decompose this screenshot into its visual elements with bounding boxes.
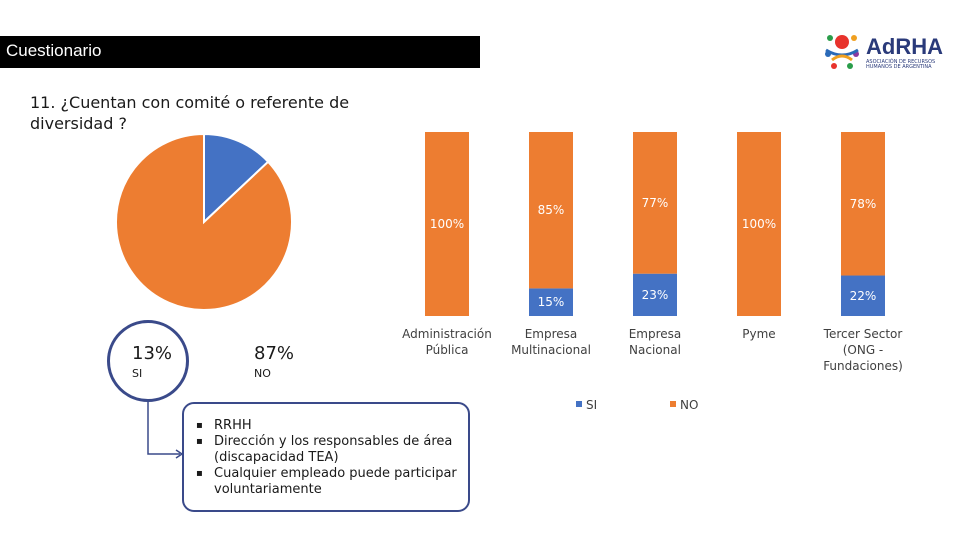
bar-no	[529, 132, 573, 289]
pie-no-percent: 87%	[254, 343, 295, 364]
logo-name: AdRHA	[866, 34, 943, 59]
bar-data-label: 85%	[538, 203, 565, 217]
bar-no	[737, 132, 781, 316]
logo-subtitle: ASOCIACIÓN DE RECURSOS HUMANOS DE ARGENT…	[866, 59, 936, 70]
legend-label-si: SI	[586, 398, 597, 412]
legend-swatch-no	[670, 401, 676, 407]
pie-si-label: SI	[132, 367, 143, 380]
bar-data-label: 77%	[642, 196, 669, 210]
bar-si	[841, 275, 885, 316]
legend-label-no: NO	[680, 398, 698, 412]
adrha-logo: AdRHA ASOCIACIÓN DE RECURSOS HUMANOS DE …	[822, 30, 960, 74]
page-title: Cuestionario	[6, 41, 102, 60]
pie-slice-si	[203, 132, 270, 225]
diversity-referent-callout: RRHH Dirección y los responsables de áre…	[182, 402, 470, 512]
bar-no	[425, 132, 469, 316]
title-bar: Cuestionario	[0, 36, 480, 68]
pie-si-percent: 13%	[132, 343, 173, 364]
category-tick-label: Empresa	[629, 327, 682, 341]
bar-si	[529, 288, 573, 316]
category-tick-label: Multinacional	[511, 343, 591, 357]
bar-no	[633, 132, 677, 274]
question-text: 11. ¿Cuentan con comité o referente de d…	[30, 93, 350, 133]
bar-data-label: 22%	[850, 289, 877, 303]
bar-data-label: 15%	[538, 295, 565, 309]
pie-chart-svg	[115, 132, 293, 311]
bar-data-label: 78%	[850, 197, 877, 211]
category-tick-label: Fundaciones)	[823, 359, 903, 373]
category-tick-label: Empresa	[525, 327, 578, 341]
bar-data-label: 100%	[742, 217, 776, 231]
pie-chart	[112, 130, 296, 318]
pie-slice-no	[115, 132, 293, 311]
bar-si	[633, 273, 677, 316]
category-tick-label: Pyme	[742, 327, 775, 341]
category-tick-label: Administración	[402, 327, 492, 341]
callout-connector-arrow	[147, 400, 184, 459]
category-tick-label: (ONG -	[843, 343, 884, 357]
callout-item: RRHH	[196, 418, 466, 434]
bar-data-label: 100%	[430, 217, 464, 231]
category-tick-label: Pública	[426, 343, 469, 357]
category-tick-label: Nacional	[629, 343, 681, 357]
bar-data-label: 23%	[642, 288, 669, 302]
callout-item: Dirección y los responsables de área (di…	[196, 434, 466, 466]
stacked-bar-chart: 100% Administración Pública 15% 85% Empresa Mu…	[402, 132, 903, 412]
category-tick-label: Tercer Sector	[823, 327, 903, 341]
callout-item: Cualquier empleado puede participar volu…	[196, 466, 466, 498]
bar-no	[841, 132, 885, 276]
legend-swatch-si	[576, 401, 582, 407]
pie-no-label: NO	[254, 367, 271, 380]
callout-list: RRHH Dirección y los responsables de áre…	[196, 418, 466, 498]
logo-figures-icon	[825, 35, 859, 69]
